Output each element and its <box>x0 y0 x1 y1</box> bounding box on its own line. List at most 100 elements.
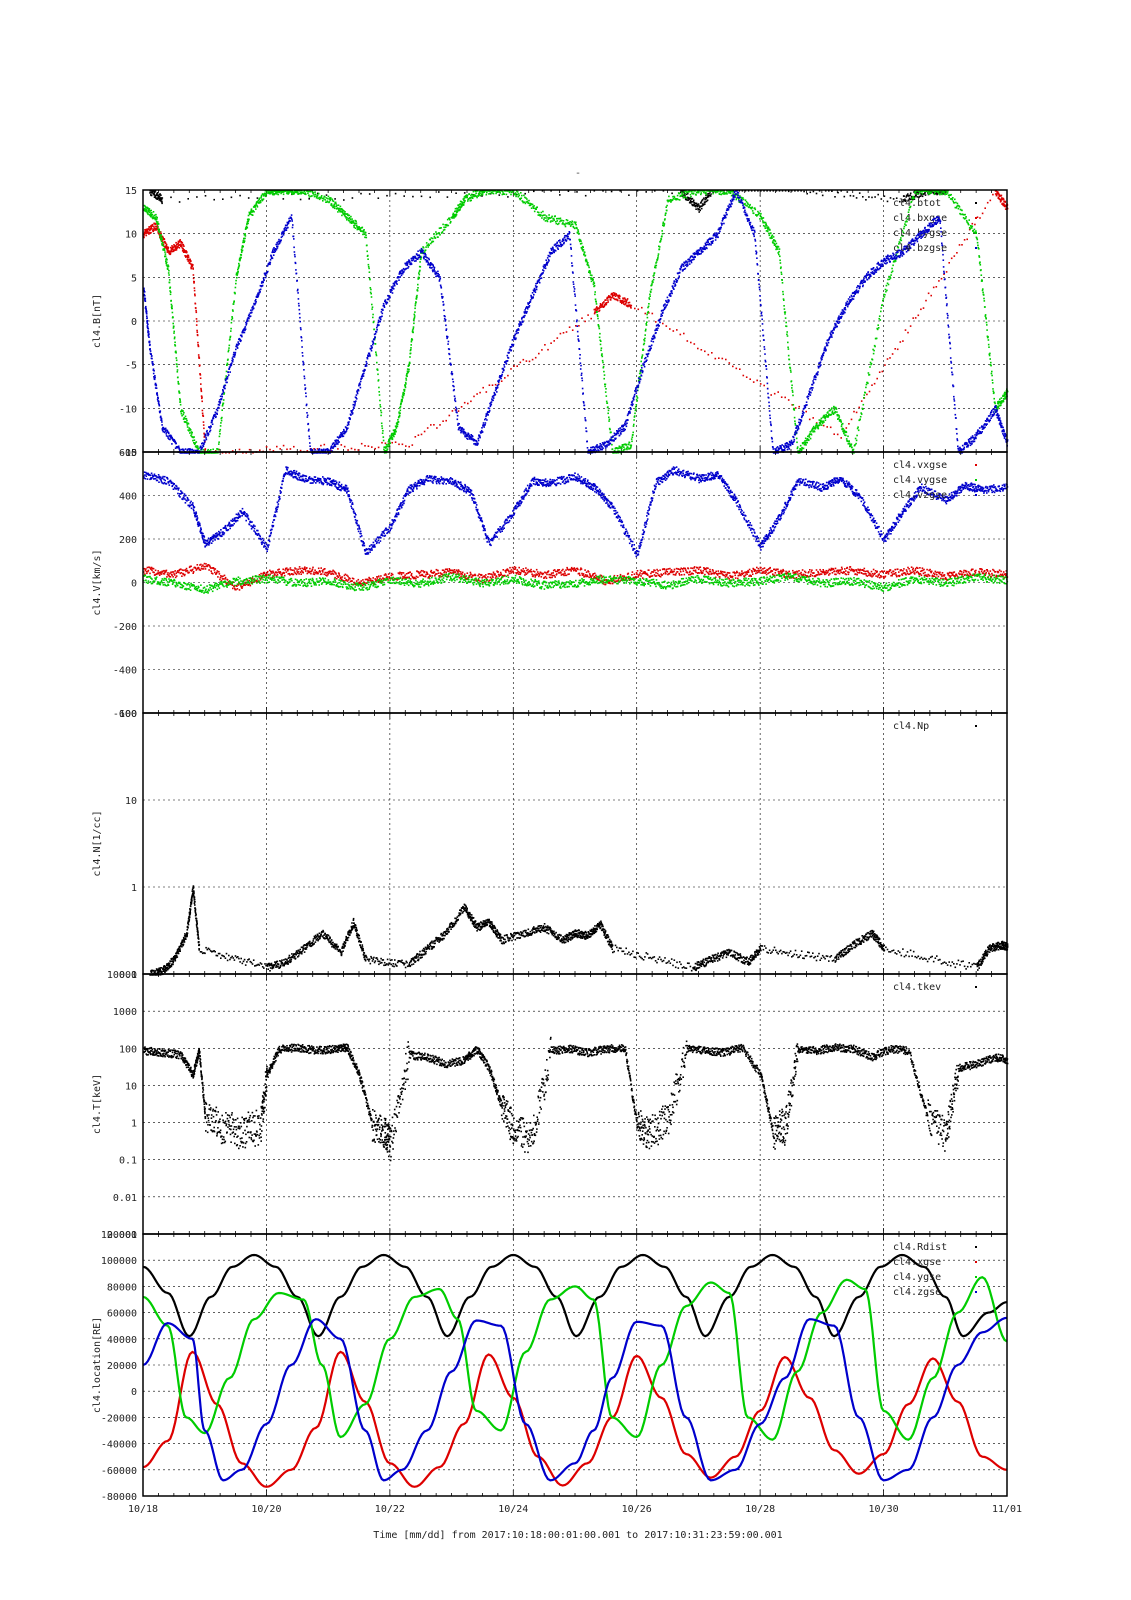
data-point <box>578 238 581 241</box>
data-point <box>343 445 346 448</box>
data-point <box>174 341 176 344</box>
data-point <box>145 308 147 310</box>
data-point <box>996 193 998 196</box>
data-point <box>199 446 202 449</box>
data-point <box>154 223 157 225</box>
data-point <box>551 215 553 218</box>
data-point <box>322 448 325 451</box>
data-point <box>741 190 744 192</box>
data-point <box>645 323 647 325</box>
data-point <box>192 267 194 269</box>
data-point <box>219 428 222 431</box>
data-point <box>382 309 384 311</box>
data-point <box>235 345 238 348</box>
data-point <box>814 426 817 429</box>
data-point <box>229 371 231 373</box>
data-point <box>466 196 468 199</box>
data-point <box>621 447 623 449</box>
data-point <box>938 192 940 195</box>
data-point <box>457 410 460 412</box>
data-point <box>155 226 157 228</box>
data-point <box>417 276 420 279</box>
data-point <box>388 438 390 441</box>
data-point <box>439 276 441 278</box>
data-point <box>494 190 497 192</box>
data-point <box>918 196 920 199</box>
data-point <box>202 415 205 417</box>
data-point <box>540 211 543 214</box>
data-point <box>714 357 717 360</box>
data-point <box>955 207 958 209</box>
data-point <box>363 229 365 231</box>
data-point <box>144 299 146 301</box>
data-point <box>764 225 766 228</box>
data-point <box>576 191 578 193</box>
data-point <box>218 441 220 443</box>
data-point <box>371 446 373 448</box>
data-point <box>429 266 431 269</box>
data-point <box>667 200 669 203</box>
data-point <box>200 445 202 448</box>
data-point <box>147 211 149 214</box>
data-point <box>266 265 269 267</box>
data-point <box>658 246 661 248</box>
data-point <box>689 201 692 203</box>
data-point <box>337 443 339 445</box>
data-point <box>165 242 167 245</box>
data-point <box>546 219 548 222</box>
data-point <box>995 194 998 197</box>
data-point <box>286 190 289 192</box>
data-point <box>666 209 668 212</box>
data-point <box>144 209 147 211</box>
data-point <box>967 223 969 225</box>
data-point <box>392 288 395 290</box>
data-point <box>745 204 747 207</box>
data-point <box>860 413 863 415</box>
data-point <box>459 203 461 205</box>
data-point <box>692 199 695 202</box>
data-point <box>432 264 434 266</box>
data-point <box>817 427 820 430</box>
data-point <box>177 380 179 383</box>
data-point <box>903 195 905 197</box>
data-point <box>790 380 793 382</box>
data-point <box>466 437 468 440</box>
data-point <box>412 259 414 262</box>
data-point <box>195 446 198 449</box>
data-point <box>349 418 351 420</box>
data-point <box>392 429 395 431</box>
data-point <box>594 308 597 310</box>
data-point <box>453 395 456 397</box>
data-point <box>297 302 300 305</box>
data-point <box>587 264 590 267</box>
data-point <box>297 292 299 294</box>
data-point <box>230 321 233 324</box>
data-point <box>177 245 179 248</box>
data-point <box>305 395 307 398</box>
data-point <box>791 190 793 192</box>
data-point <box>879 319 882 321</box>
data-point <box>388 444 391 446</box>
data-point <box>422 246 425 249</box>
data-point <box>302 360 304 363</box>
data-point <box>463 192 466 194</box>
data-point <box>583 251 586 254</box>
data-point <box>464 195 467 197</box>
data-point <box>352 221 355 224</box>
data-point <box>272 251 275 253</box>
data-point <box>384 299 387 301</box>
data-point <box>157 221 159 223</box>
data-point <box>878 317 880 320</box>
data-point <box>166 261 168 264</box>
data-point <box>367 354 369 356</box>
data-point <box>181 244 183 246</box>
data-point <box>641 354 644 356</box>
data-point <box>216 412 218 415</box>
data-point <box>218 401 220 403</box>
data-point <box>681 193 684 195</box>
data-point <box>807 435 809 438</box>
data-point <box>701 199 703 202</box>
data-point <box>173 245 176 247</box>
data-point <box>877 193 879 196</box>
data-point <box>634 307 636 310</box>
